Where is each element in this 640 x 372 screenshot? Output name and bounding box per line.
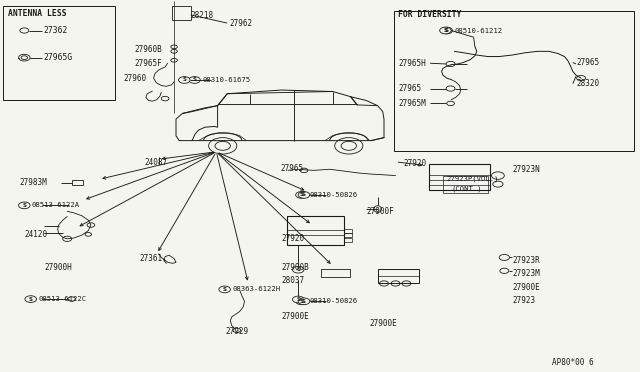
Text: 27362: 27362 (44, 26, 68, 35)
Text: 27965G: 27965G (44, 53, 73, 62)
Text: S: S (300, 192, 303, 198)
Text: 08513-6122A: 08513-6122A (32, 202, 80, 208)
Circle shape (296, 192, 307, 198)
Text: 27923P(VOL.): 27923P(VOL.) (447, 175, 499, 182)
Text: 27965F: 27965F (134, 60, 162, 68)
Text: 27965: 27965 (280, 164, 303, 173)
Text: 27923M: 27923M (512, 269, 540, 278)
Circle shape (298, 298, 310, 305)
Text: 27965: 27965 (398, 84, 421, 93)
Text: 27900H: 27900H (45, 263, 72, 272)
Bar (443, 176, 488, 193)
Text: S: S (22, 203, 26, 208)
Bar (344, 238, 352, 242)
Text: 27962: 27962 (229, 19, 252, 28)
Text: 28218: 28218 (190, 11, 213, 20)
Circle shape (296, 298, 307, 305)
Bar (321, 269, 350, 277)
Circle shape (25, 296, 36, 302)
Text: S: S (29, 296, 33, 302)
Bar (72, 180, 83, 185)
Text: 27923: 27923 (512, 296, 535, 305)
Circle shape (189, 77, 200, 83)
Text: 28320: 28320 (576, 79, 599, 88)
Text: 08310-61675: 08310-61675 (202, 77, 250, 83)
Text: 24087: 24087 (144, 158, 167, 167)
Text: S: S (300, 299, 303, 304)
Bar (344, 229, 352, 232)
Text: S: S (193, 77, 196, 83)
Text: ANTENNA LESS: ANTENNA LESS (8, 9, 66, 17)
Text: S: S (296, 267, 300, 272)
Text: S: S (296, 297, 300, 302)
Text: 27960B: 27960B (134, 45, 162, 54)
Circle shape (292, 266, 304, 273)
Circle shape (441, 27, 452, 34)
Text: FOR DIVERSITY: FOR DIVERSITY (398, 10, 461, 19)
Circle shape (292, 296, 304, 303)
Text: 27965: 27965 (576, 58, 599, 67)
Text: 27900B: 27900B (282, 263, 309, 272)
Circle shape (179, 77, 190, 83)
Text: (CONT.): (CONT.) (451, 186, 482, 192)
Text: 27929: 27929 (225, 327, 248, 336)
Bar (429, 164, 490, 190)
Text: S: S (302, 299, 306, 304)
Text: 27361: 27361 (140, 254, 163, 263)
Text: 08513-6122C: 08513-6122C (38, 296, 86, 302)
Text: 27965H: 27965H (398, 59, 426, 68)
Text: 27900F: 27900F (366, 207, 394, 216)
Text: 27920: 27920 (403, 159, 426, 168)
Text: S: S (223, 287, 227, 292)
Text: 27900E: 27900E (512, 283, 540, 292)
Text: 27920: 27920 (282, 234, 305, 243)
Text: 27900E: 27900E (282, 312, 309, 321)
Bar (3, 6, 115, 100)
Text: S: S (444, 28, 447, 33)
Text: AP80*00 6: AP80*00 6 (552, 358, 593, 367)
Text: 27965M: 27965M (398, 99, 426, 108)
Text: S: S (182, 77, 186, 83)
Bar (394, 11, 634, 151)
Bar (378, 269, 419, 283)
Circle shape (219, 286, 230, 293)
Text: 08510-61212: 08510-61212 (454, 28, 502, 33)
Circle shape (440, 27, 451, 34)
Bar (172, 6, 191, 20)
Text: 08363-6122H: 08363-6122H (232, 286, 280, 292)
Text: S: S (302, 192, 306, 198)
Text: 27923N: 27923N (512, 165, 540, 174)
Text: 27900E: 27900E (370, 319, 397, 328)
Text: S: S (445, 28, 449, 33)
Bar (287, 216, 344, 245)
Text: 27923R: 27923R (512, 256, 540, 265)
Circle shape (19, 202, 30, 209)
Text: 08310-50826: 08310-50826 (309, 192, 357, 198)
Circle shape (298, 192, 310, 198)
Text: 27960: 27960 (124, 74, 147, 83)
Text: 27983M: 27983M (19, 178, 47, 187)
Text: 24120: 24120 (24, 230, 47, 239)
Text: 28037: 28037 (282, 276, 305, 285)
Text: 08310-50826: 08310-50826 (309, 298, 357, 304)
Bar (344, 233, 352, 237)
